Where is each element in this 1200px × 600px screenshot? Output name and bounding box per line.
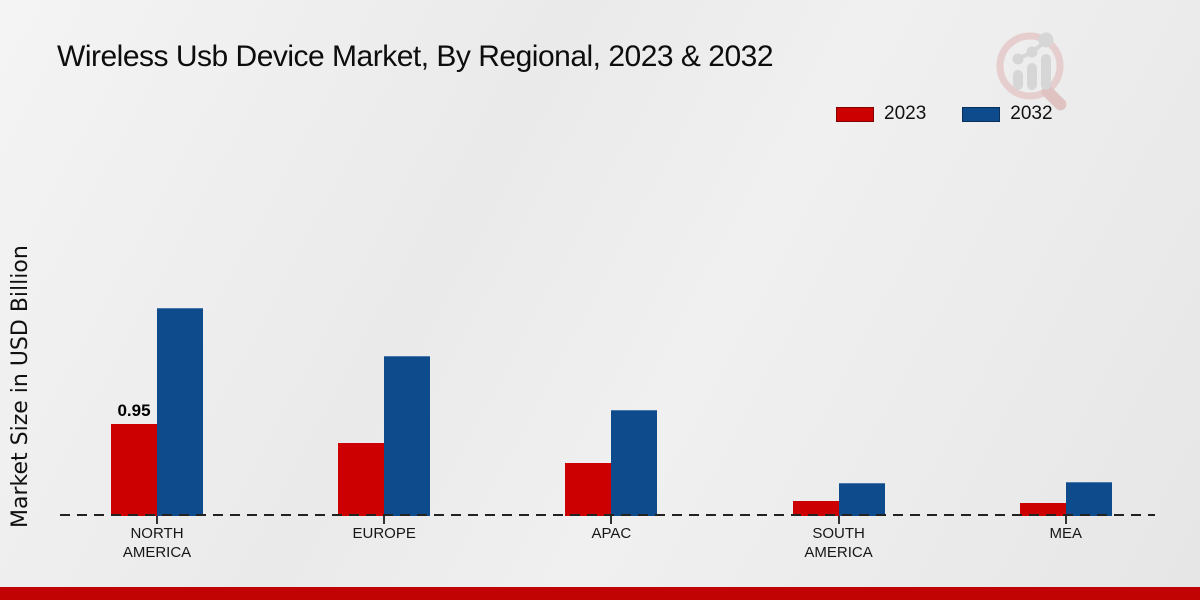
bar-2032-north-america <box>157 308 203 516</box>
category-label-europe: EUROPE <box>352 525 416 542</box>
bar-2032-south-america <box>838 483 885 516</box>
bar-2023-north-america <box>111 424 157 516</box>
x-axis-tick <box>837 516 840 524</box>
legend: 2023 2032 <box>836 103 1053 125</box>
bar-2032-apac <box>611 410 658 516</box>
bar-2023-mea <box>1019 503 1066 516</box>
bar-2032-europe <box>384 356 431 516</box>
bar-2032-mea <box>1065 482 1112 516</box>
category-label-apac: APAC <box>591 525 632 542</box>
footer-strip <box>0 587 1200 600</box>
bar-2023-south-america <box>792 501 839 516</box>
legend-label-2023: 2023 <box>884 103 927 124</box>
legend-item-2032: 2032 <box>962 103 1053 125</box>
legend-swatch-2023 <box>836 106 874 122</box>
x-axis-tick <box>1064 516 1067 524</box>
bar-2023-apac <box>565 463 612 516</box>
legend-item-2023: 2023 <box>836 103 926 125</box>
magnifier-growth-chart-logo-icon <box>996 32 1067 111</box>
x-axis-tick <box>383 516 386 524</box>
bar-value-label: 0.95 <box>117 401 151 420</box>
category-label-mea: MEA <box>1049 525 1083 542</box>
chart-title: Wireless Usb Device Market, By Regional,… <box>57 40 774 73</box>
category-label-north-america: NORTH AMERICA <box>122 525 192 561</box>
x-axis-tick <box>610 516 613 524</box>
x-axis-tick <box>156 516 158 524</box>
legend-label-2032: 2032 <box>1010 103 1053 124</box>
legend-swatch-2032 <box>962 106 1001 122</box>
x-axis-baseline <box>60 514 1155 516</box>
bar-2023-europe <box>338 443 385 516</box>
category-label-south-america: SOUTH AMERICA <box>804 525 873 561</box>
